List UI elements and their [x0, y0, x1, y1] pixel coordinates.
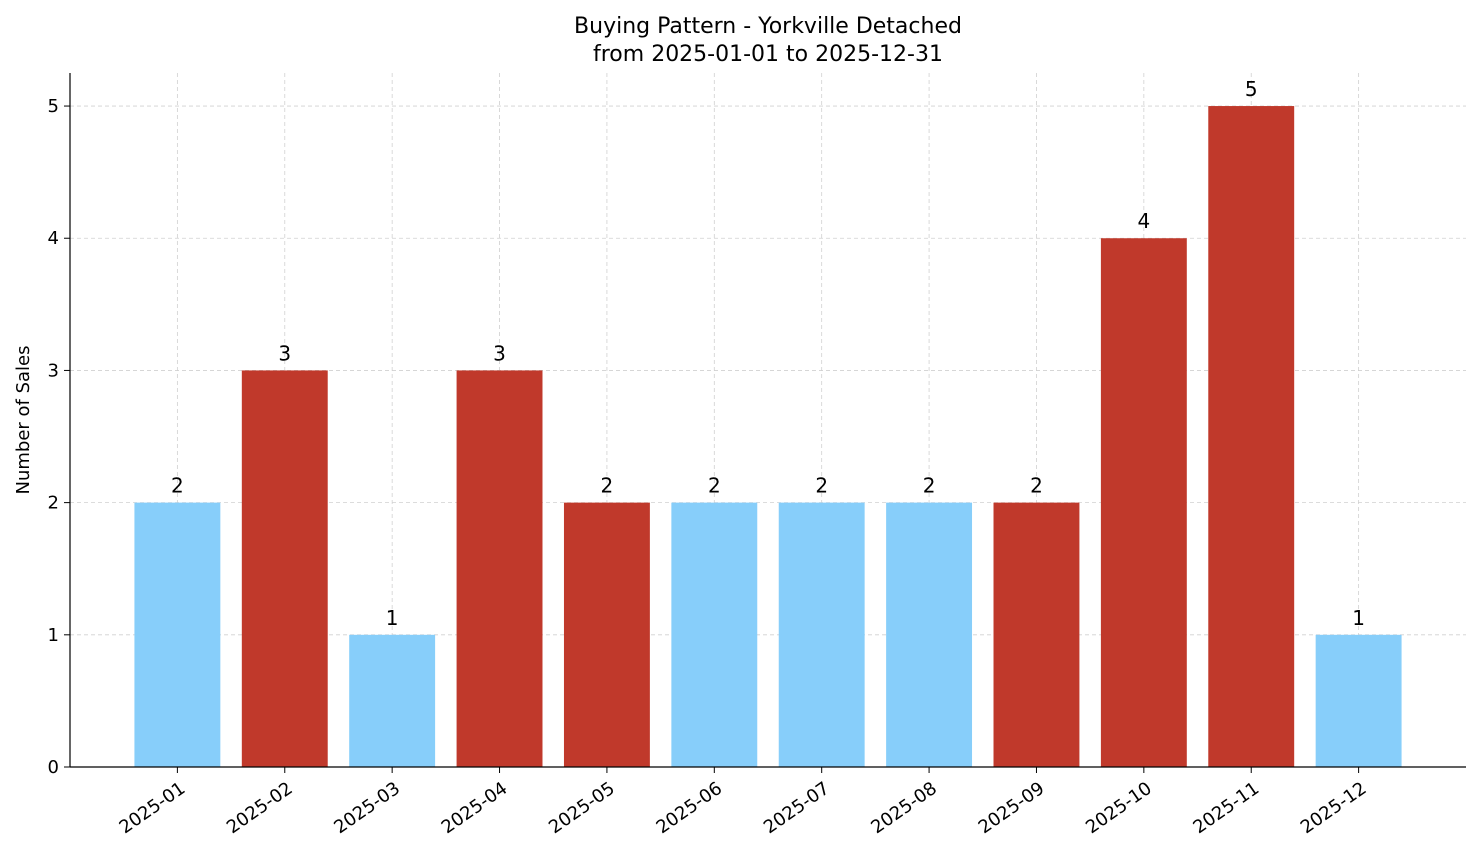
bar-2025-12	[1315, 634, 1402, 767]
y-tick-label: 2	[48, 493, 59, 514]
data-label: 5	[1245, 77, 1258, 101]
bar-2025-11	[1208, 106, 1295, 768]
bar-2025-07	[778, 502, 865, 767]
x-tick-label: 2025-01	[116, 778, 190, 838]
bar-2025-08	[886, 502, 973, 767]
y-tick-label: 1	[48, 625, 59, 646]
x-tick-label: 2025-09	[975, 778, 1049, 838]
bar-2025-06	[671, 502, 758, 767]
data-label: 2	[601, 474, 614, 498]
x-tick-label: 2025-03	[330, 778, 404, 838]
x-tick-label: 2025-11	[1189, 778, 1263, 838]
data-label: 2	[923, 474, 936, 498]
x-tick-label: 2025-05	[545, 778, 619, 838]
bar-2025-01	[134, 502, 221, 767]
bar-2025-03	[349, 634, 436, 767]
y-axis-label: Number of Sales	[13, 345, 34, 494]
data-label: 2	[1030, 474, 1043, 498]
data-label: 1	[386, 606, 399, 630]
data-label: 1	[1352, 606, 1365, 630]
chart-subtitle: from 2025-01-01 to 2025-12-31	[593, 42, 943, 67]
data-label: 2	[171, 474, 184, 498]
data-label: 3	[493, 341, 506, 365]
bar-2025-09	[993, 502, 1080, 767]
x-tick-label: 2025-02	[223, 778, 297, 838]
data-label: 2	[708, 474, 721, 498]
y-tick-label: 0	[48, 757, 59, 778]
x-tick-label: 2025-06	[653, 778, 727, 838]
bar-2025-04	[456, 370, 543, 767]
bar-2025-10	[1100, 238, 1187, 767]
x-tick-label: 2025-12	[1297, 778, 1371, 838]
chart-title: Buying Pattern - Yorkville Detached	[574, 14, 962, 39]
x-tick-label: 2025-07	[760, 778, 834, 838]
data-label: 3	[278, 341, 291, 365]
x-tick-label: 2025-04	[438, 778, 512, 838]
bar-2025-02	[241, 370, 328, 767]
bar-2025-05	[563, 502, 650, 767]
data-label: 2	[815, 474, 828, 498]
x-tick-label: 2025-10	[1082, 778, 1156, 838]
data-label: 4	[1137, 209, 1150, 233]
x-tick-label: 2025-08	[867, 778, 941, 838]
y-tick-label: 4	[48, 228, 59, 249]
y-tick-label: 3	[48, 360, 59, 381]
y-tick-label: 5	[48, 96, 59, 117]
